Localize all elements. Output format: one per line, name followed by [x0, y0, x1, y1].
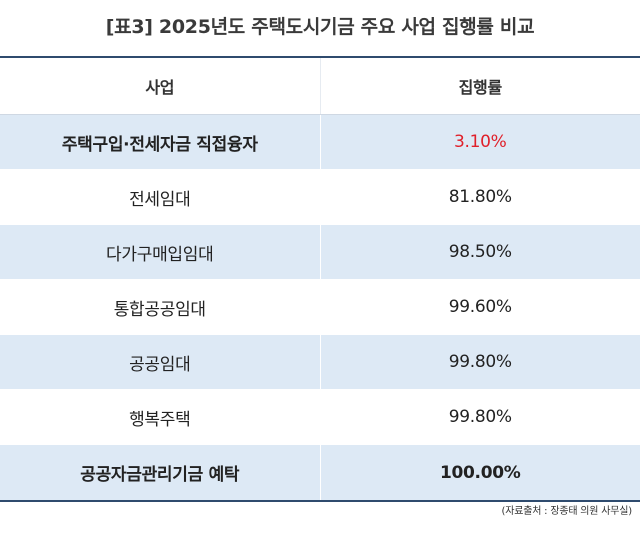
row-rate: 81.80% [319, 170, 640, 224]
table-row: 주택구입·전세자금 직접융자 3.10% [0, 115, 640, 170]
table-title: [표3] 2025년도 주택도시기금 주요 사업 집행률 비교 [105, 16, 535, 38]
row-name: 행복주택 [129, 409, 191, 430]
table-row: 행복주택 99.80% [0, 390, 640, 445]
column-header-name: 사업 [145, 78, 175, 97]
table-row: 다가구매입임대 98.50% [0, 225, 640, 280]
row-name: 주택구입·전세자금 직접융자 [61, 134, 258, 155]
row-name: 통합공공임대 [113, 299, 206, 320]
row-rate: 99.80% [319, 335, 640, 389]
row-name: 공공자금관리기금 예탁 [80, 465, 240, 485]
row-rate: 99.80% [319, 390, 640, 444]
table-row: 공공임대 99.80% [0, 335, 640, 390]
table-header-row: 사업 집행률 [0, 58, 640, 115]
row-name: 전세임대 [129, 189, 191, 210]
execution-rate-table: 사업 집행률 주택구입·전세자금 직접융자 3.10% 전세임대 81.80% … [0, 56, 640, 502]
table-row: 공공자금관리기금 예탁 100.00% [0, 445, 640, 500]
row-name: 다가구매입임대 [106, 244, 214, 265]
row-rate: 3.10% [319, 115, 640, 169]
row-rate: 98.50% [319, 225, 640, 279]
column-header-rate: 집행률 [319, 58, 640, 114]
row-rate: 100.00% [319, 445, 640, 500]
source-note: (자료출처 : 장종태 의원 사무실) [501, 506, 633, 517]
table-row: 통합공공임대 99.60% [0, 280, 640, 335]
row-rate: 99.60% [319, 280, 640, 334]
table-row: 전세임대 81.80% [0, 170, 640, 225]
row-name: 공공임대 [129, 354, 191, 375]
